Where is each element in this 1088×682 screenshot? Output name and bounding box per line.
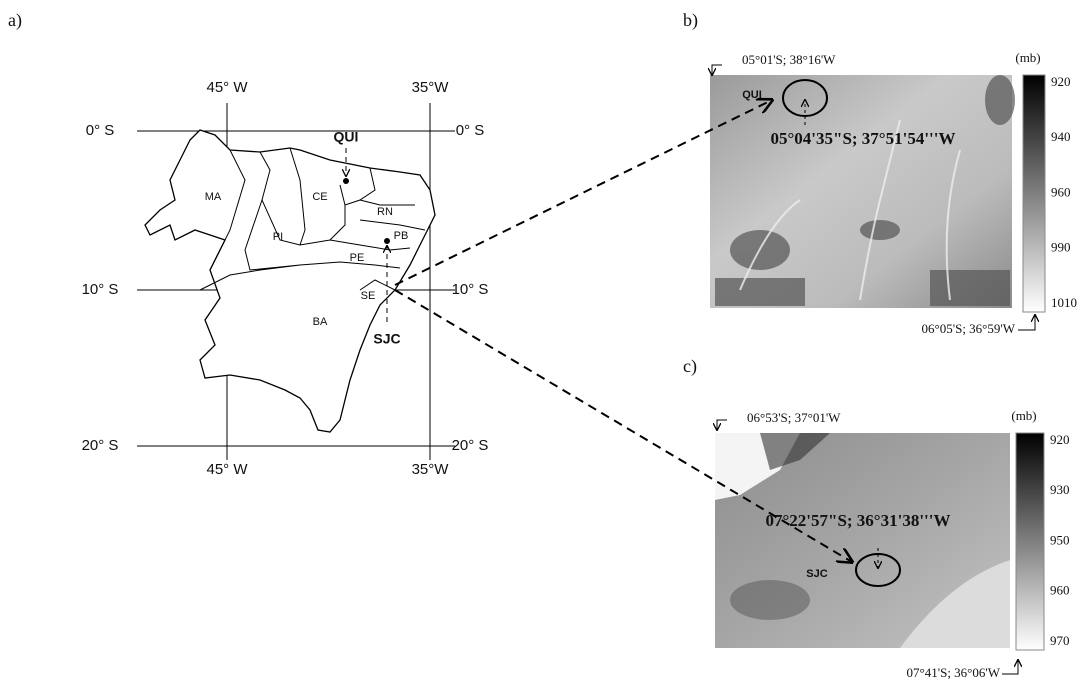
lon-label: 45° W (206, 79, 248, 96)
state-label: PB (394, 230, 409, 242)
colorbar (1023, 75, 1045, 312)
state-label: RN (377, 206, 393, 218)
connector-arrow (395, 290, 852, 562)
state-label: MA (205, 191, 222, 203)
lat-label: 10° S (452, 281, 489, 298)
panel-label: b) (683, 10, 698, 31)
colorbar-tick-label: 1010 (1051, 295, 1077, 310)
corner-arrow (1002, 660, 1018, 674)
colorbar-tick-label: 990 (1051, 240, 1071, 255)
site-label: SJC (373, 331, 400, 347)
state-label: CE (312, 191, 327, 203)
site-label: QUI (334, 129, 359, 145)
region-outline (145, 130, 435, 432)
colorbar-tick-label: 930 (1050, 482, 1070, 497)
site-dot (343, 178, 349, 184)
colorbar-tick-label: 920 (1050, 432, 1070, 447)
corner-arrow (1018, 315, 1035, 330)
state-label: PI (273, 231, 283, 243)
site-dot (384, 238, 390, 244)
unit-label: (mb) (1011, 408, 1036, 423)
state-label: PE (350, 252, 365, 264)
state-label: SE (361, 290, 376, 302)
state-label: BA (313, 316, 328, 328)
corner-arrow (712, 65, 722, 75)
lat-label: 20° S (452, 437, 489, 454)
figure: a) 45° W 45° W 35°W 35°W 0° S 0° S 10° S 10° S 2… (0, 0, 1088, 682)
lat-label: 20° S (82, 437, 119, 454)
colorbar-tick-label: 960 (1051, 184, 1071, 199)
colorbar-tick-label: 960 (1050, 583, 1070, 598)
lon-label: 35°W (412, 461, 450, 478)
panel-label: c) (683, 356, 697, 377)
corner-coordinate: 06°05'S; 36°59'W (922, 321, 1016, 336)
site-coordinates: 05°04'35"S; 37°51'54'''W (770, 129, 955, 148)
corner-coordinate: 05°01'S; 38°16'W (742, 52, 836, 67)
site-label: SJC (806, 568, 827, 580)
lat-label: 0° S (86, 122, 115, 139)
lon-label: 45° W (206, 461, 248, 478)
lon-label: 35°W (412, 79, 450, 96)
site-coordinates: 07°22'57"S; 36°31'38'''W (765, 511, 950, 530)
lat-label: 10° S (82, 281, 119, 298)
site-label: QUI (742, 89, 762, 101)
lat-label: 0° S (456, 122, 485, 139)
panel-label: a) (8, 10, 22, 31)
colorbar-tick-label: 970 (1050, 633, 1070, 648)
colorbar-tick-label: 950 (1050, 532, 1070, 547)
corner-coordinate: 07°41'S; 36°06'W (907, 665, 1001, 680)
colorbar (1016, 433, 1044, 650)
colorbar-tick-label: 920 (1051, 74, 1071, 89)
colorbar-tick-label: 940 (1051, 129, 1071, 144)
corner-arrow (717, 420, 727, 430)
unit-label: (mb) (1015, 50, 1040, 65)
corner-coordinate: 06°53'S; 37°01'W (747, 410, 841, 425)
